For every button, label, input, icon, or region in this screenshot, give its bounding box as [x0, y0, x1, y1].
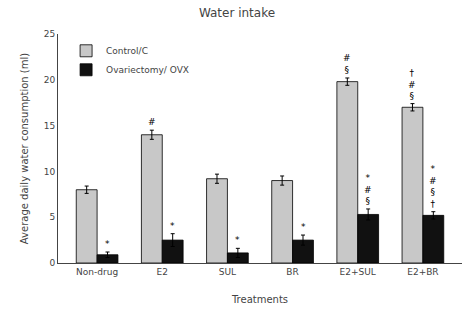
svg-text:#§: #§ [343, 53, 351, 75]
svg-text:E2: E2 [157, 267, 168, 277]
svg-text:BR: BR [286, 267, 298, 277]
svg-text:*#§†: *#§† [429, 164, 437, 209]
svg-text:†#§: †#§ [408, 68, 416, 101]
svg-text:5: 5 [49, 212, 55, 222]
svg-text:*: * [235, 235, 240, 245]
svg-text:*: * [170, 221, 175, 231]
svg-text:#: # [148, 117, 156, 127]
svg-text:E2+BR: E2+BR [407, 267, 438, 277]
svg-text:Average daily water consumptio: Average daily water consumption (ml) [19, 53, 30, 244]
svg-text:*: * [301, 222, 306, 232]
svg-text:*#§: *#§ [364, 173, 372, 206]
svg-text:Treatments: Treatments [231, 294, 288, 305]
svg-text:0: 0 [49, 258, 55, 268]
svg-text:E2+SUL: E2+SUL [340, 267, 376, 277]
svg-text:20: 20 [44, 75, 56, 85]
svg-text:SUL: SUL [219, 267, 236, 277]
svg-text:Water intake: Water intake [199, 6, 275, 20]
svg-text:Ovariectomy/ OVX: Ovariectomy/ OVX [106, 65, 189, 75]
svg-text:Non-drug: Non-drug [76, 267, 118, 277]
svg-text:Control/C: Control/C [106, 46, 148, 56]
svg-text:*: * [105, 239, 110, 249]
svg-text:25: 25 [44, 29, 55, 39]
svg-text:10: 10 [44, 167, 56, 177]
svg-text:15: 15 [44, 121, 55, 131]
